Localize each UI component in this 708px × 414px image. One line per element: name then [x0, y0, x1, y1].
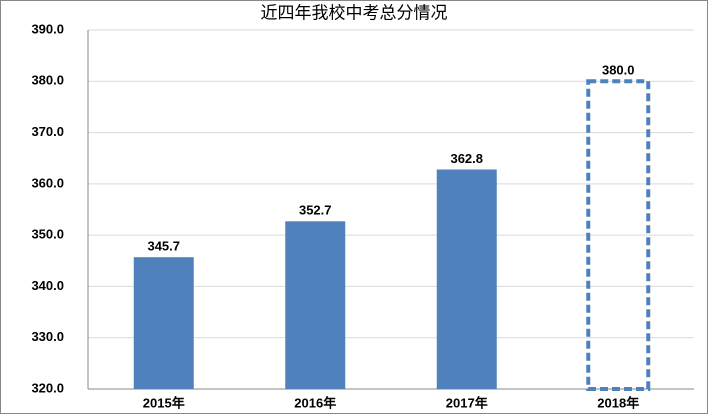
- bar: [285, 221, 346, 389]
- y-tick-label: 380.0: [31, 73, 64, 88]
- y-tick-label: 350.0: [31, 227, 64, 242]
- value-label: 380.0: [602, 63, 635, 78]
- value-label: 345.7: [147, 239, 180, 254]
- value-label: 362.8: [450, 151, 483, 166]
- x-tick-label: 2015年: [143, 395, 185, 410]
- y-tick-label: 320.0: [31, 380, 64, 395]
- y-tick-label: 370.0: [31, 124, 64, 139]
- y-tick-label: 360.0: [31, 175, 64, 190]
- bar: [133, 257, 194, 389]
- bar: [586, 79, 651, 392]
- chart-title: 近四年我校中考总分情况: [261, 4, 448, 24]
- bar: [436, 169, 497, 389]
- x-tick-label: 2017年: [446, 395, 488, 410]
- x-tick-label: 2016年: [294, 395, 336, 410]
- y-tick-label: 330.0: [31, 329, 64, 344]
- x-tick-label: 2018年: [597, 395, 639, 410]
- y-tick-label: 340.0: [31, 278, 64, 293]
- value-label: 352.7: [299, 203, 332, 218]
- y-tick-label: 390.0: [31, 21, 64, 36]
